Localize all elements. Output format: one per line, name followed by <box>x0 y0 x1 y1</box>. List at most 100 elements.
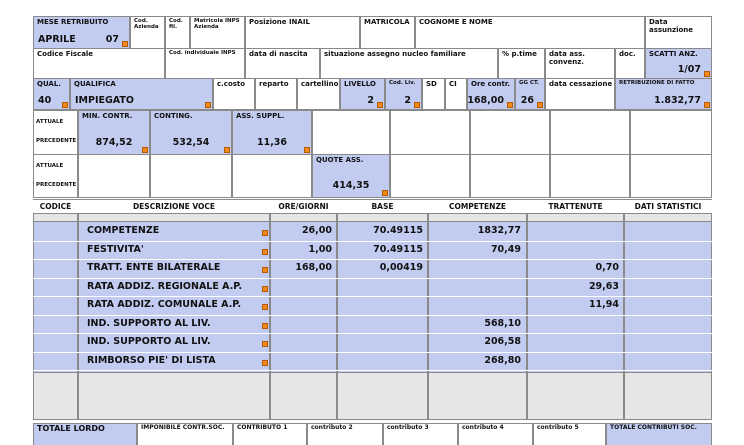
field-label: Cod. Liv. <box>389 80 416 86</box>
row-line <box>33 277 712 279</box>
total-field: contributo 4 <box>458 423 533 445</box>
column-band <box>428 221 527 373</box>
field: QUOTE ASS. 414,35 <box>312 154 390 198</box>
field-value: 40 <box>38 95 52 106</box>
column-header: ORE/GIORNI <box>278 202 329 211</box>
marker <box>377 102 383 108</box>
marker <box>262 322 268 329</box>
column-header: DESCRIZIONE VOCE <box>132 202 216 211</box>
marker <box>262 359 268 366</box>
field: CONTING. 532,54 <box>150 110 232 155</box>
total-label: contributo 2 <box>311 424 353 431</box>
voce-competenze: 206,58 <box>484 336 521 347</box>
field: reparto <box>255 78 297 110</box>
row-line <box>33 314 712 316</box>
field-value: 532,54 <box>172 137 210 148</box>
field-label: RETRIBUZIONE DI FATTO <box>619 80 695 86</box>
voce-trattenute: 29,63 <box>588 280 619 292</box>
field-label: MATRICOLA <box>364 18 410 26</box>
field-label: LIVELLO <box>344 80 376 88</box>
field-label: data di nascita <box>249 50 308 58</box>
cell <box>390 154 470 198</box>
field-label: doc. <box>619 50 636 58</box>
marker <box>224 147 230 153</box>
voce-descrizione: RATA ADDIZ. REGIONALE A.P. <box>87 280 243 292</box>
field-label: Posizione INAIL <box>249 18 310 26</box>
column-band <box>527 221 624 373</box>
column-band <box>78 221 270 373</box>
cell <box>470 110 550 155</box>
marker <box>507 102 513 108</box>
cell <box>630 154 712 198</box>
field-label: data ass. convenz. <box>549 50 585 66</box>
field-label: COGNOME E NOME <box>419 18 493 26</box>
marker <box>382 190 388 196</box>
field-value: 168,00 <box>467 95 504 106</box>
marker <box>304 147 310 153</box>
voce-descrizione: FESTIVITA' <box>87 243 144 255</box>
field: c.costo <box>213 78 255 110</box>
voce-competenze: 568,10 <box>484 317 521 329</box>
field: data cessazione <box>545 78 615 110</box>
field-label: % p.time <box>502 50 537 58</box>
total-field: TOTALE CONTRIBUTI SOC. <box>606 423 712 445</box>
column-band <box>270 221 337 373</box>
voce-ore: 26,00 <box>301 225 332 236</box>
voce-ore: 1,00 <box>308 243 332 255</box>
marker <box>262 267 268 273</box>
field: MIN. CONTR. 874,52 <box>78 110 150 155</box>
field-value: 11,36 <box>256 137 288 148</box>
voce-ore: 168,00 <box>295 262 332 273</box>
cell <box>232 154 312 198</box>
field-label: c.costo <box>217 80 246 88</box>
column-header: DATI STATISTICI <box>634 202 702 211</box>
total-field: TOTALE LORDO <box>33 423 137 445</box>
total-field: contributo 5 <box>533 423 606 445</box>
voce-trattenute: 11,94 <box>588 299 619 310</box>
column-band <box>33 221 78 373</box>
marker <box>262 248 268 255</box>
cell <box>33 110 78 155</box>
field: doc. <box>615 48 645 79</box>
field: Cod. fil. <box>165 16 190 49</box>
voce-descrizione: RIMBORSO PIE' DI LISTA <box>87 354 216 366</box>
field: situazione assegno nucleo familiare <box>320 48 498 79</box>
voce-base: 70.49115 <box>373 225 423 236</box>
field: ASS. SUPPL. 11,36 <box>232 110 312 155</box>
marker <box>62 102 68 108</box>
voce-trattenute: 0,70 <box>595 262 619 273</box>
voce-competenze: 268,80 <box>484 354 521 366</box>
field-label: Matricola INPS Azienda <box>194 18 240 30</box>
period-label: PRECEDENTE <box>36 138 77 144</box>
field-label: cartellino <box>301 80 339 88</box>
voce-competenze: 1832,77 <box>477 225 521 236</box>
field: Cod. individuale INPS <box>165 48 245 79</box>
field: data ass. convenz. <box>545 48 615 79</box>
voce-descrizione: TRATT. ENTE BILATERALE <box>87 262 221 273</box>
field-label: Cod. Azienda <box>134 18 159 30</box>
period-label: PRECEDENTE <box>36 182 77 188</box>
cell <box>150 154 232 198</box>
voce-descrizione: RATA ADDIZ. COMUNALE A.P. <box>87 299 242 310</box>
total-label: IMPONIBILE CONTR.SOC. <box>141 424 225 431</box>
field: Matricola INPS Azienda <box>190 16 245 49</box>
cell <box>33 154 78 198</box>
column-header: BASE <box>371 202 394 211</box>
field-label: Cod. fil. <box>169 18 183 30</box>
field-label: Codice Fiscale <box>37 50 94 58</box>
field: COGNOME E NOME <box>415 16 645 49</box>
field-value: 874,52 <box>95 137 133 148</box>
total-label: CONTRIBUTO 1 <box>237 424 288 431</box>
column-band <box>624 221 712 373</box>
field-label: QUALIFICA <box>74 80 116 88</box>
marker <box>205 102 211 108</box>
field-label: CONTING. <box>154 112 193 120</box>
voce-descrizione: IND. SUPPORTO AL LIV. <box>87 336 211 347</box>
total-label: TOTALE CONTRIBUTI SOC. <box>610 424 697 431</box>
cell <box>78 154 150 198</box>
field-label: Data assunzione <box>649 18 694 34</box>
cell <box>312 110 390 155</box>
field-value: 26 <box>520 95 534 106</box>
field: CI <box>445 78 467 110</box>
